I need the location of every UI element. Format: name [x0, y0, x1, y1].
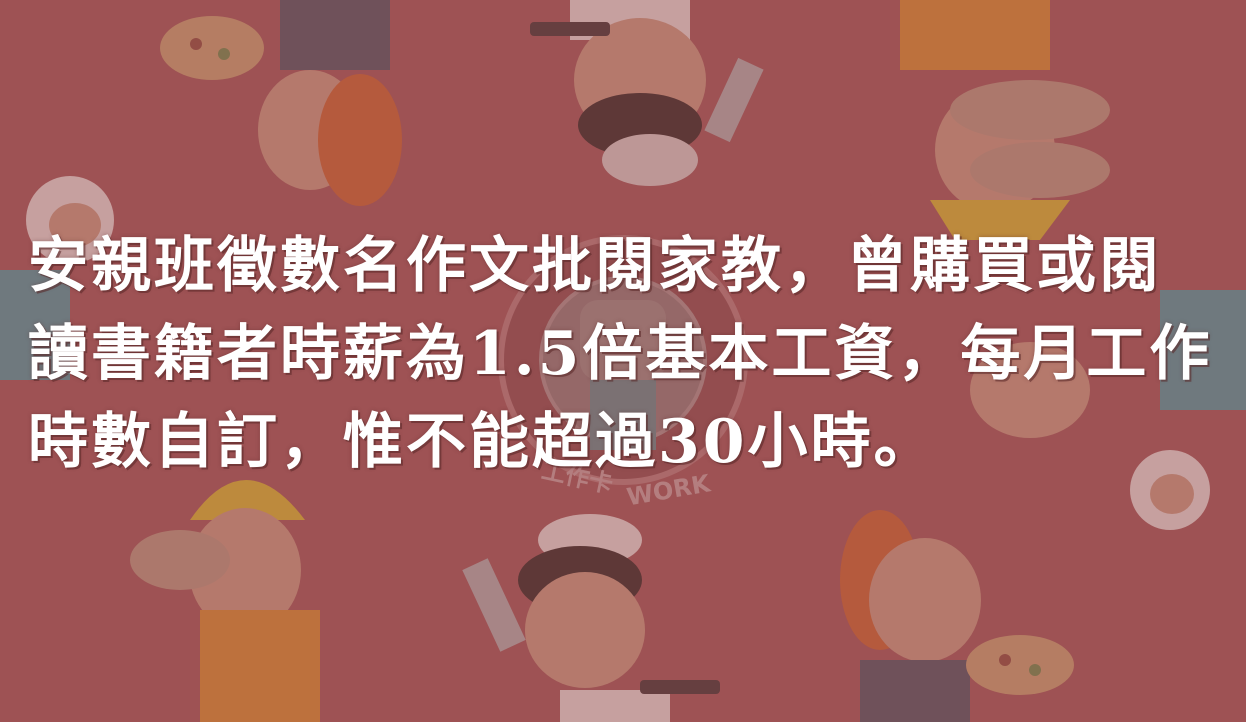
pizza-worker-top-left-icon — [160, 0, 402, 206]
caption-text: 安親班徵數名作文批閱家教，曾購買或閱讀書籍者時薪為1.5倍基本工資，每月工作時數… — [28, 231, 1213, 477]
pizza-worker-bottom-right-icon — [840, 510, 1074, 722]
chef-top-center-icon — [530, 0, 764, 186]
worker-right-icon — [970, 290, 1246, 530]
construction-worker-top-right-icon — [900, 0, 1110, 240]
chef-bottom-center-icon — [462, 514, 720, 722]
work-card-logo-icon: 工作卡 WORK — [498, 235, 748, 511]
construction-worker-bottom-left-icon — [130, 480, 320, 722]
fist-left-icon — [0, 176, 114, 380]
